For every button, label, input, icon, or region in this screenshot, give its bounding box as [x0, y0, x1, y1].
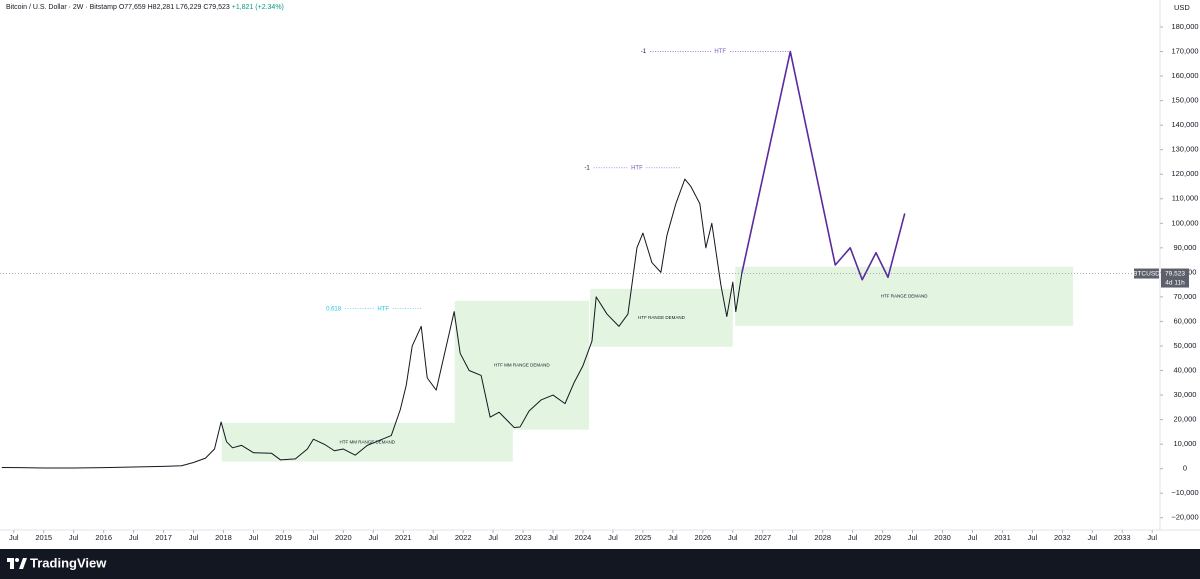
countdown: 4d 11h	[1165, 279, 1185, 286]
x-tick-label: Jul	[129, 533, 139, 542]
x-tick-label: 2019	[275, 533, 292, 542]
x-tick-label: 2032	[1054, 533, 1071, 542]
y-tick-label: −10,000	[1171, 488, 1198, 497]
x-tick-label: Jul	[309, 533, 319, 542]
y-tick-label: 140,000	[1171, 120, 1198, 129]
y-tick-label: 30,000	[1174, 390, 1197, 399]
x-tick-label: 2026	[694, 533, 711, 542]
y-tick-label: 170,000	[1171, 47, 1198, 56]
x-tick-label: Jul	[368, 533, 378, 542]
x-tick-label: 2024	[575, 533, 592, 542]
x-tick-label: 2025	[635, 533, 652, 542]
y-tick-label: 180,000	[1171, 22, 1198, 31]
zone-label: HTF MM RANGE DEMAND	[340, 439, 396, 444]
y-tick-label: 160,000	[1171, 71, 1198, 80]
y-unit: USD	[1174, 3, 1190, 12]
logo	[7, 558, 27, 569]
x-tick-label: 2016	[95, 533, 112, 542]
symbol-tag	[1134, 268, 1159, 279]
ohlc: O77,659	[119, 4, 146, 11]
x-tick-label: 2022	[455, 533, 472, 542]
level-label: -1	[584, 165, 590, 171]
x-tick-label: 2030	[934, 533, 951, 542]
x-tick-label: Jul	[1087, 533, 1097, 542]
x-tick-label: Jul	[69, 533, 79, 542]
x-tick-label: 2028	[814, 533, 831, 542]
label-bg	[627, 163, 646, 172]
x-tick-label: 2020	[335, 533, 352, 542]
y-tick-label: 40,000	[1174, 365, 1197, 374]
y-tick-label: −20,000	[1171, 513, 1198, 522]
footer	[0, 549, 1200, 579]
price-tag-text: 79,523	[1165, 270, 1185, 277]
x-tick-label: Jul	[968, 533, 978, 542]
header: Bitcoin / U.S. Dollar · 2W · Bitstamp O7…	[6, 4, 284, 11]
label-bg	[374, 304, 393, 313]
x-tick-label: Jul	[488, 533, 498, 542]
level-label: 0.618	[326, 306, 342, 312]
zone-label: HTF RANGE DEMAND	[638, 315, 686, 320]
x-tick-label: Jul	[1028, 533, 1038, 542]
y-tick-label: 60,000	[1174, 316, 1197, 325]
zone-label: HTF MM RANGE DEMAND	[494, 362, 550, 367]
x-tick-label: 2017	[155, 533, 172, 542]
level-label: HTF	[714, 49, 726, 55]
price-tag	[1161, 268, 1189, 288]
x-tick-label: Jul	[728, 533, 738, 542]
x-tick-label: 2021	[395, 533, 412, 542]
x-tick-label: Jul	[668, 533, 678, 542]
y-tick-label: 90,000	[1174, 243, 1197, 252]
brand: TradingView	[30, 555, 107, 570]
x-tick-label: Jul	[848, 533, 858, 542]
ohlc: +1,821 (+2.34%)	[232, 4, 284, 11]
plot: -1 HTF -1 HTF 0.618 HTF	[0, 47, 1160, 469]
y-tick-label: 110,000	[1172, 194, 1199, 203]
x-tick-label: 2023	[515, 533, 532, 542]
y-tick-label: 120,000	[1171, 169, 1198, 178]
y-tick-label: 50,000	[1174, 341, 1197, 350]
projection-line	[740, 50, 906, 281]
x-tick-label: 2015	[35, 533, 52, 542]
x-tick-label: Jul	[428, 533, 438, 542]
ohlc: C79,523	[203, 4, 230, 11]
label-bg	[711, 47, 730, 56]
ohlc: H82,281	[148, 4, 175, 11]
x-tick-label: Jul	[908, 533, 918, 542]
x-tick-label: 2029	[874, 533, 891, 542]
x-tick-label: 2031	[994, 533, 1011, 542]
x-tick-label: 2027	[754, 533, 771, 542]
level-label: -1	[641, 49, 647, 55]
zones: HTF MM RANGE DEMAND HTF MM RANGE DEMAND HT…	[221, 266, 1074, 462]
y-tick-label: 0	[1183, 464, 1187, 473]
chart-title: Bitcoin / U.S. Dollar · 2W · Bitstamp	[6, 4, 117, 11]
symbol-tag-text: BTCUSD	[1133, 270, 1160, 277]
y-tick-label: 70,000	[1174, 292, 1197, 301]
x-tick-label: Jul	[548, 533, 558, 542]
demand-zone	[590, 288, 733, 347]
zone-label: HTF RANGE DEMAND	[881, 293, 929, 298]
x-tick-label: Jul	[608, 533, 618, 542]
y-tick-label: 100,000	[1171, 218, 1198, 227]
x-tick-label: 2033	[1114, 533, 1131, 542]
demand-zone	[735, 266, 1074, 326]
ohlc: L76,229	[176, 4, 201, 11]
price-line-series	[1, 178, 743, 469]
y-tick-label: 130,000	[1171, 145, 1198, 154]
x-tick-label: Jul	[788, 533, 798, 542]
y-tick-label: 20,000	[1174, 415, 1197, 424]
x-tick-label: Jul	[189, 533, 199, 542]
level-label: HTF	[631, 165, 643, 171]
demand-zone	[454, 300, 589, 430]
y-tick-label: 10,000	[1174, 439, 1197, 448]
level-label: HTF	[377, 306, 389, 312]
x-tick-label: Jul	[249, 533, 259, 542]
x-tick-label: Jul	[1147, 533, 1157, 542]
x-tick-label: 2018	[215, 533, 232, 542]
y-tick-label: 150,000	[1171, 96, 1198, 105]
x-tick-label: Jul	[9, 533, 19, 542]
